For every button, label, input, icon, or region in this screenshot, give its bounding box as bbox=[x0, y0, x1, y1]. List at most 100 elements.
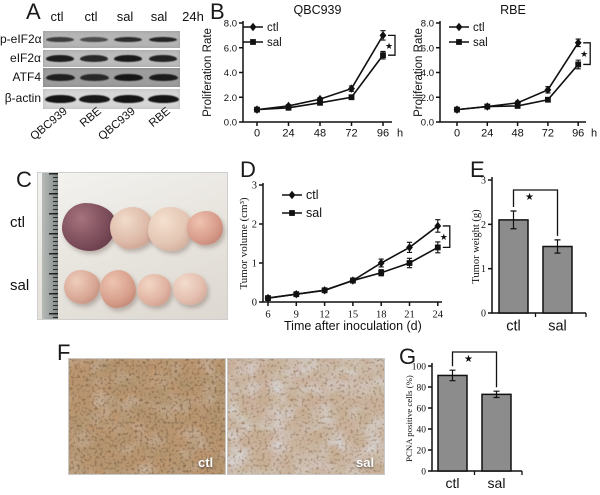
chart-title: RBE bbox=[500, 3, 526, 17]
sig-bracket bbox=[451, 351, 498, 388]
y-axis-label: Tumor volume (cm³) bbox=[238, 197, 250, 289]
blot-band bbox=[79, 74, 109, 81]
marker-square bbox=[317, 99, 323, 106]
x-tick-label: 6 bbox=[265, 310, 270, 321]
y-tick-label: 2.0 bbox=[421, 93, 434, 104]
y-tick-label: 0 bbox=[252, 298, 257, 309]
blot-band bbox=[114, 55, 142, 62]
category-label: ctl bbox=[446, 475, 460, 491]
legend: ctl sal bbox=[243, 22, 282, 49]
blot-band bbox=[149, 55, 177, 62]
blot-time-label: 24h bbox=[182, 9, 204, 24]
y-tick-label: 2 bbox=[481, 220, 486, 231]
ihc-label-ctl: ctl bbox=[198, 455, 214, 470]
ihc-texture bbox=[69, 359, 225, 474]
blot-band bbox=[78, 94, 110, 103]
y-tick-label: 1 bbox=[252, 259, 257, 270]
marker-square bbox=[378, 269, 385, 276]
blot-band bbox=[46, 37, 74, 42]
blot-band bbox=[114, 37, 142, 42]
category-label: sal bbox=[548, 319, 567, 335]
x-tick-label: 24 bbox=[481, 128, 493, 140]
series-sal bbox=[265, 241, 441, 301]
x-tick-label: 18 bbox=[376, 310, 387, 321]
y-tick-label: 4.0 bbox=[421, 68, 434, 79]
legend: ctl sal bbox=[449, 22, 488, 49]
marker-square bbox=[434, 244, 441, 251]
sig-star: ★ bbox=[440, 232, 448, 242]
tumor-ctl bbox=[62, 203, 116, 251]
x-tick-label: 15 bbox=[348, 310, 359, 321]
tumor-sal bbox=[137, 274, 171, 306]
series-sal bbox=[254, 50, 386, 113]
axes bbox=[259, 183, 442, 306]
blot-strip bbox=[43, 68, 180, 87]
series-sal bbox=[454, 59, 582, 113]
x-tick-label: 24 bbox=[282, 128, 294, 140]
blot-band bbox=[45, 74, 75, 81]
marker-square bbox=[484, 103, 491, 110]
marker-square bbox=[265, 295, 271, 301]
x-tick-label: 0 bbox=[254, 128, 260, 140]
y-tick-label: 3 bbox=[252, 181, 257, 192]
error-bar bbox=[554, 239, 561, 254]
x-tick-label: 96 bbox=[572, 128, 584, 140]
x-tick-label: 96 bbox=[377, 128, 389, 140]
category-label: ctl bbox=[506, 319, 521, 335]
bar-sal bbox=[542, 245, 573, 314]
error-bar bbox=[510, 210, 517, 230]
series-line bbox=[267, 246, 439, 299]
legend-label: ctl bbox=[267, 22, 279, 34]
y-tick-label: 1 bbox=[481, 264, 486, 275]
y-axis-label: PCNA positive cells (%) bbox=[404, 375, 414, 462]
axes bbox=[239, 21, 392, 126]
sig-star: ★ bbox=[525, 192, 534, 203]
sig-star: ★ bbox=[464, 354, 473, 365]
blot-strip bbox=[43, 88, 180, 109]
x-tick-label: 9 bbox=[294, 310, 299, 321]
legend-label: sal bbox=[306, 206, 322, 220]
y-tick-label: 20 bbox=[417, 447, 427, 457]
blot-lane-label: sal bbox=[116, 9, 134, 24]
x-unit: h bbox=[397, 128, 403, 140]
tumor-photo bbox=[37, 172, 228, 320]
y-tick-label: 100 bbox=[412, 363, 427, 373]
x-unit: h bbox=[591, 128, 597, 140]
blot-group-label: QBC939 bbox=[96, 105, 138, 143]
blot-group-label: RBE bbox=[147, 105, 173, 130]
tumor-sal bbox=[64, 270, 100, 304]
marker-diamond bbox=[288, 190, 296, 200]
y-tick-label: 0.0 bbox=[421, 118, 434, 129]
photo-row-label-ctl: ctl bbox=[10, 214, 25, 231]
y-tick-label: 0.0 bbox=[224, 118, 237, 129]
blot-band bbox=[46, 55, 74, 62]
blot-band bbox=[148, 74, 178, 81]
blot-strip bbox=[43, 31, 180, 48]
chart-tumor-weight: 0 1 2 3 ctl sal Tumor weight (g) ★ bbox=[471, 176, 587, 335]
tumor-sal bbox=[100, 270, 136, 308]
chart-pcna: 0 20 40 60 80 100 ctl sal PCNA positive cells (%… bbox=[404, 351, 523, 491]
panel-letter-d: D bbox=[240, 157, 256, 182]
tumor-ctl bbox=[187, 211, 223, 245]
ihc-label-sal: sal bbox=[356, 455, 375, 470]
marker-square bbox=[250, 39, 256, 45]
blot-row-label: ATF4 bbox=[12, 70, 41, 84]
tumor-sal bbox=[173, 273, 207, 305]
y-tick-label: 3 bbox=[481, 176, 486, 187]
blot-row-label: β-actin bbox=[4, 91, 41, 105]
x-axis-label: Time after inoculation (d) bbox=[284, 319, 422, 333]
y-axis-label: Tumor weight (g) bbox=[471, 209, 482, 284]
blot-band bbox=[112, 94, 144, 103]
x-tick-label: 72 bbox=[542, 128, 554, 140]
legend-label: ctl bbox=[473, 22, 485, 34]
legend: ctl sal bbox=[282, 188, 322, 220]
panel-letter-e: E bbox=[470, 157, 485, 182]
blot-row-label: eIF2α bbox=[10, 51, 41, 65]
x-tick-label: 24 bbox=[433, 310, 444, 321]
error-bar bbox=[449, 369, 456, 382]
legend-label: ctl bbox=[306, 188, 319, 202]
marker-square bbox=[454, 106, 460, 113]
y-axis-label: Proliferation Rate bbox=[413, 28, 425, 117]
y-tick-label: 4.0 bbox=[224, 68, 237, 79]
series-ctl bbox=[453, 38, 582, 114]
